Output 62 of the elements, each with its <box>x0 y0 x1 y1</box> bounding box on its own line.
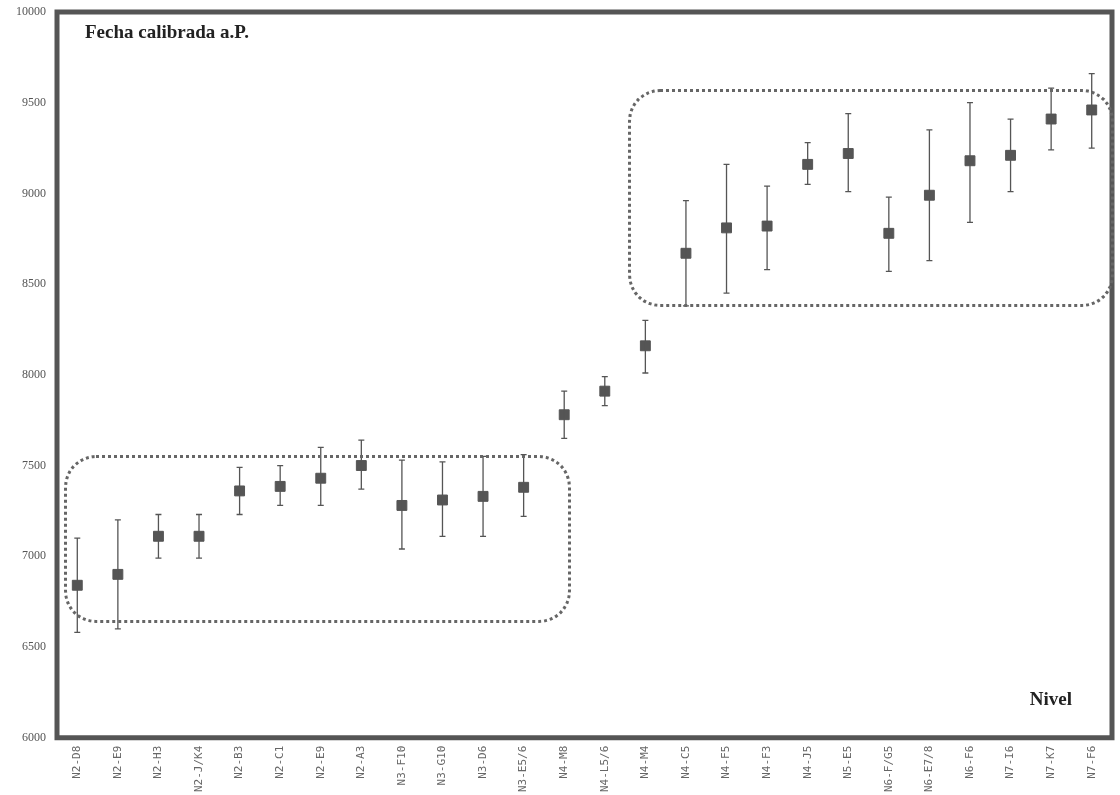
x-tick-label: N2-D8 <box>70 745 84 779</box>
x-tick-label: N5-E5 <box>841 745 855 779</box>
x-tick-label: N7-I6 <box>1003 745 1017 779</box>
x-tick-label: N6-F/G5 <box>881 745 895 792</box>
point <box>680 247 692 259</box>
point <box>437 494 448 506</box>
point <box>842 148 854 159</box>
point <box>396 499 408 511</box>
x-tick-label: N4-M4 <box>638 745 652 779</box>
point <box>1045 113 1057 125</box>
y-tick-label: 10000 <box>16 4 46 19</box>
x-axis-title: Nivel <box>1029 688 1072 710</box>
x-tick-label: N4-J5 <box>800 745 814 779</box>
point <box>721 222 732 234</box>
point <box>355 460 367 471</box>
x-tick-label: N3-E5/6 <box>516 745 530 792</box>
point <box>152 530 164 542</box>
y-tick-label: 7500 <box>22 457 46 472</box>
y-tick-label: 9500 <box>22 94 46 109</box>
point <box>802 158 814 170</box>
point <box>558 409 570 421</box>
x-tick-label: N2-H3 <box>151 745 165 779</box>
x-tick-label: N3-D6 <box>475 745 489 779</box>
x-tick-label: N3-F10 <box>394 745 408 786</box>
y-tick-label: 6000 <box>22 729 46 744</box>
x-tick-label: N6-F6 <box>962 745 976 779</box>
point <box>639 340 651 352</box>
point <box>923 189 935 201</box>
point <box>274 480 286 492</box>
x-tick-label: N7-F6 <box>1084 745 1098 779</box>
x-tick-label: N4-F3 <box>759 745 773 779</box>
x-tick-label: N2-A3 <box>354 745 368 779</box>
point <box>477 490 489 502</box>
point <box>883 227 895 239</box>
y-tick-label: 9000 <box>22 185 46 200</box>
point <box>599 385 611 397</box>
point <box>761 220 773 232</box>
y-axis-title: Fecha calibrada a.P. <box>85 21 249 43</box>
y-tick-label: 7000 <box>22 548 46 563</box>
point <box>518 481 530 493</box>
x-tick-label: N7-K7 <box>1043 745 1057 779</box>
x-tick-label: N2-B3 <box>232 745 246 779</box>
x-tick-label: N4-C5 <box>678 745 692 779</box>
x-tick-label: N6-E7/8 <box>922 745 936 792</box>
x-tick-label: N4-F5 <box>719 745 733 779</box>
point <box>71 579 83 591</box>
point <box>964 155 976 167</box>
x-tick-label: N2-C1 <box>273 745 287 779</box>
point <box>1086 104 1098 116</box>
point <box>193 530 205 542</box>
x-tick-label: N2-E9 <box>313 745 327 779</box>
x-tick-label: N4-M8 <box>557 745 571 779</box>
point <box>234 485 246 497</box>
x-tick-label: N3-G10 <box>435 745 449 786</box>
x-tick-label: N4-L5/6 <box>597 745 611 792</box>
x-tick-label: N2-E9 <box>110 745 124 779</box>
y-tick-label: 6500 <box>22 639 46 654</box>
y-tick-label: 8000 <box>22 366 46 381</box>
point <box>315 472 327 484</box>
y-tick-label: 8500 <box>22 276 46 291</box>
x-tick-label: N2-J/K4 <box>191 745 205 792</box>
point <box>1005 149 1017 161</box>
